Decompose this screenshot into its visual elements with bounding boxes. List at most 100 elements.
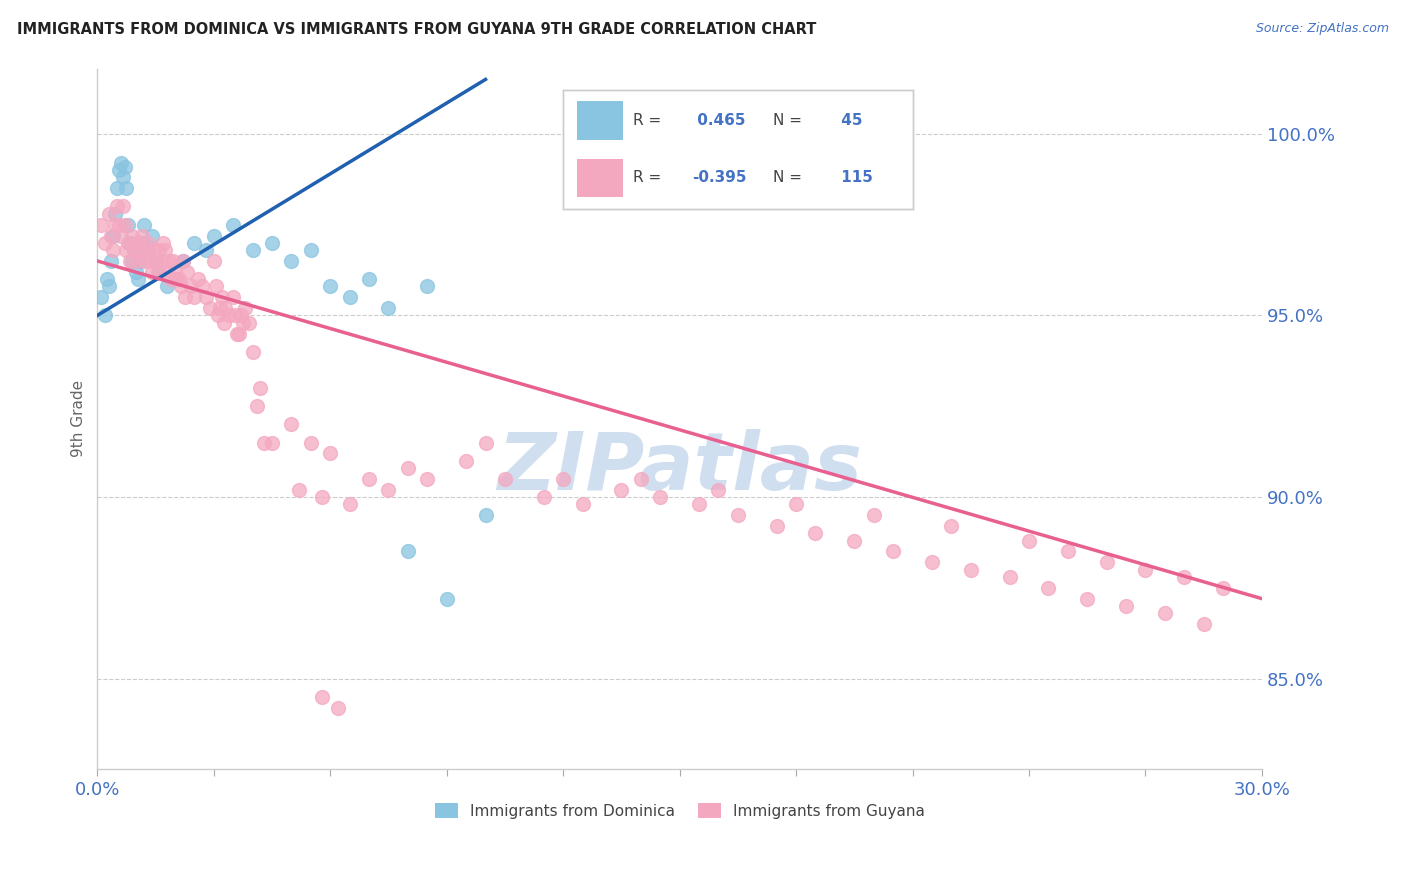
Point	[214, 301, 236, 315]
Point	[377, 301, 399, 315]
Point	[245, 399, 267, 413]
Point	[242, 243, 264, 257]
Point	[132, 218, 155, 232]
Point	[132, 254, 155, 268]
Point	[396, 461, 419, 475]
Point	[222, 290, 245, 304]
Point	[183, 235, 205, 250]
Point	[921, 555, 943, 569]
Point	[115, 243, 138, 257]
Point	[131, 235, 153, 250]
Point	[436, 591, 458, 606]
Point	[1135, 563, 1157, 577]
Point	[1056, 544, 1078, 558]
Point	[107, 163, 129, 178]
Point	[688, 497, 710, 511]
Point	[145, 254, 167, 268]
Point	[98, 207, 121, 221]
Point	[180, 279, 202, 293]
Point	[172, 254, 194, 268]
Point	[941, 519, 963, 533]
Point	[533, 490, 555, 504]
Point	[396, 544, 419, 558]
Point	[170, 279, 193, 293]
Point	[208, 301, 231, 315]
Text: IMMIGRANTS FROM DOMINICA VS IMMIGRANTS FROM GUYANA 9TH GRADE CORRELATION CHART: IMMIGRANTS FROM DOMINICA VS IMMIGRANTS F…	[17, 22, 817, 37]
Point	[90, 218, 112, 232]
Point	[117, 218, 139, 232]
Point	[167, 272, 190, 286]
Point	[238, 316, 260, 330]
Point	[187, 272, 209, 286]
Point	[101, 243, 124, 257]
Point	[416, 472, 439, 486]
Point	[882, 544, 904, 558]
Point	[122, 243, 145, 257]
Point	[707, 483, 730, 497]
Point	[727, 508, 749, 523]
Point	[96, 272, 118, 286]
Point	[416, 279, 439, 293]
Point	[162, 254, 184, 268]
Point	[474, 435, 496, 450]
Point	[163, 272, 186, 286]
Point	[127, 272, 149, 286]
Point	[98, 279, 121, 293]
Point	[571, 497, 593, 511]
Point	[212, 316, 235, 330]
Point	[114, 218, 136, 232]
Point	[553, 472, 575, 486]
Point	[224, 309, 246, 323]
Point	[148, 243, 170, 257]
Point	[110, 228, 132, 243]
Point	[142, 243, 165, 257]
Point	[765, 519, 787, 533]
Point	[141, 265, 163, 279]
Point	[111, 170, 134, 185]
Point	[242, 344, 264, 359]
Point	[998, 570, 1021, 584]
Point	[211, 290, 233, 304]
Point	[1115, 599, 1137, 613]
Point	[280, 254, 302, 268]
Point	[183, 290, 205, 304]
Point	[198, 301, 221, 315]
Point	[90, 290, 112, 304]
Point	[146, 265, 169, 279]
Point	[145, 254, 167, 268]
Point	[377, 483, 399, 497]
Point	[127, 235, 149, 250]
Point	[105, 200, 128, 214]
Point	[155, 243, 177, 257]
Point	[156, 265, 179, 279]
Point	[862, 508, 884, 523]
Point	[166, 272, 188, 286]
Point	[191, 279, 214, 293]
Point	[141, 228, 163, 243]
Point	[1192, 617, 1215, 632]
Point	[233, 301, 256, 315]
Point	[195, 243, 218, 257]
Point	[105, 181, 128, 195]
Point	[121, 228, 143, 243]
Point	[207, 309, 229, 323]
Point	[474, 508, 496, 523]
Point	[135, 243, 157, 257]
Point	[115, 181, 138, 195]
Point	[844, 533, 866, 548]
Point	[131, 228, 153, 243]
Text: ZIPatlas: ZIPatlas	[498, 429, 862, 507]
Point	[125, 254, 148, 268]
Point	[111, 200, 134, 214]
Point	[104, 207, 127, 221]
Text: Source: ZipAtlas.com: Source: ZipAtlas.com	[1256, 22, 1389, 36]
Point	[280, 417, 302, 432]
Point	[129, 254, 152, 268]
Point	[104, 218, 127, 232]
Point	[229, 309, 252, 323]
Point	[253, 435, 276, 450]
Point	[1018, 533, 1040, 548]
Point	[339, 497, 361, 511]
Point	[150, 254, 173, 268]
Point	[204, 279, 226, 293]
